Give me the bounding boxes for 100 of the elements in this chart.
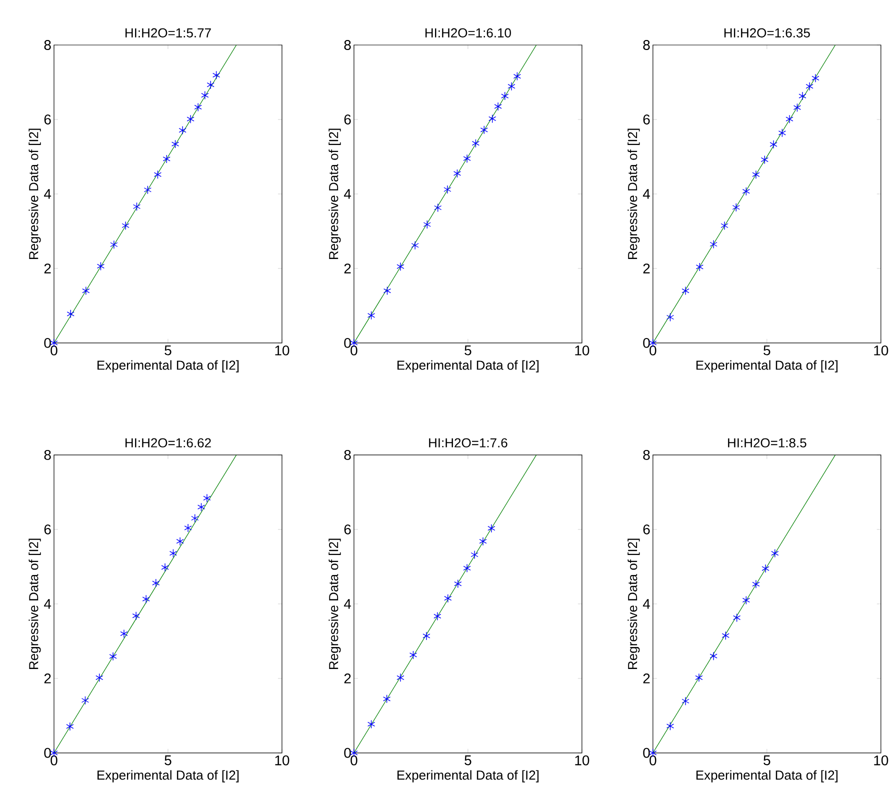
x-tick-label: 5 [164, 755, 172, 766]
point [806, 82, 814, 91]
point [203, 494, 211, 503]
chart-title: HI:H2O=1:6.62 [126, 438, 211, 448]
chart-title: HI:H2O=1:6.10 [425, 28, 511, 38]
x-axis-title: Experimental Data of [I2] [98, 360, 239, 372]
point [666, 312, 674, 322]
point [66, 722, 74, 731]
point [786, 114, 794, 124]
point [752, 580, 760, 589]
y-tick-label: 2 [44, 674, 51, 684]
point [682, 696, 690, 706]
y-tick-label: 4 [642, 189, 650, 199]
x-tick-label: 5 [764, 346, 770, 356]
point [197, 502, 206, 512]
point [422, 632, 430, 640]
y-axis-title: Regressive Data of [I2] [628, 538, 640, 670]
point [742, 187, 750, 196]
y-tick-label: 6 [44, 524, 51, 534]
point [411, 241, 419, 250]
point [120, 629, 128, 638]
point [212, 70, 220, 80]
x-tick-label: 10 [874, 755, 888, 766]
point [396, 262, 404, 271]
y-tick-label: 8 [643, 450, 650, 460]
point [162, 154, 170, 164]
point [142, 594, 150, 604]
point [82, 286, 90, 296]
point [798, 92, 806, 100]
y-tick-label: 8 [344, 450, 351, 460]
point [494, 102, 502, 111]
point [178, 126, 186, 135]
y-axis-title: Regressive Data of [I2] [328, 538, 341, 670]
point [501, 92, 509, 100]
x-tick-label: 0 [650, 755, 656, 766]
point [161, 563, 169, 572]
point [488, 114, 496, 124]
point [194, 102, 202, 112]
point [762, 564, 770, 573]
point [132, 612, 140, 620]
y-tick-label: 0 [344, 748, 351, 758]
chart-title: HI:H2O=1:8.5 [728, 438, 806, 448]
point [742, 596, 750, 605]
point [732, 203, 740, 212]
point [508, 82, 516, 91]
point [186, 114, 194, 124]
y-tick-label: 6 [344, 114, 351, 124]
y-tick-label: 0 [44, 748, 51, 758]
point [152, 578, 160, 588]
point [733, 613, 741, 622]
y-tick-label: 2 [643, 264, 650, 274]
point [479, 537, 487, 546]
point [66, 310, 74, 318]
point [367, 720, 376, 729]
point [96, 262, 105, 271]
point [720, 221, 728, 230]
x-axis-title: Experimental Data of [I2] [98, 770, 239, 782]
point [480, 126, 488, 134]
x-tick-label: 10 [874, 346, 888, 356]
point [488, 524, 496, 533]
y-tick-label: 4 [344, 189, 352, 199]
point [760, 155, 768, 164]
point [444, 594, 452, 603]
point [752, 170, 760, 179]
point [771, 548, 779, 558]
point [132, 202, 141, 212]
y-tick-label: 0 [344, 338, 351, 348]
x-tick-label: 10 [275, 755, 290, 766]
x-tick-label: 10 [575, 346, 590, 356]
point [812, 74, 820, 83]
y-tick-label: 0 [643, 338, 650, 348]
point [409, 650, 418, 660]
x-tick-label: 5 [764, 755, 770, 766]
point [367, 311, 376, 320]
x-tick-label: 10 [575, 755, 590, 766]
point [696, 262, 704, 272]
point [184, 524, 192, 532]
x-tick-label: 5 [464, 346, 472, 356]
y-tick-label: 2 [44, 264, 51, 274]
y-tick-label: 6 [643, 114, 650, 124]
y-tick-label: 4 [642, 599, 650, 609]
y-tick-label: 8 [44, 450, 51, 460]
y-axis-title: Regressive Data of [I2] [328, 128, 341, 260]
y-tick-label: 6 [344, 524, 351, 534]
y-tick-label: 0 [643, 748, 650, 758]
y-tick-label: 8 [344, 40, 351, 50]
x-tick-label: 0 [650, 346, 656, 356]
point [169, 548, 178, 558]
y-tick-label: 2 [344, 264, 351, 274]
y-tick-label: 2 [344, 674, 351, 684]
point [154, 170, 162, 179]
point [722, 631, 730, 640]
point [453, 169, 462, 178]
point [171, 140, 180, 148]
x-axis-title: Experimental Data of [I2] [397, 770, 539, 782]
point [472, 139, 480, 148]
y-tick-label: 4 [44, 189, 52, 199]
x-axis-title: Experimental Data of [I2] [397, 360, 539, 372]
y-tick-label: 4 [344, 599, 352, 609]
y-tick-label: 6 [643, 524, 650, 534]
